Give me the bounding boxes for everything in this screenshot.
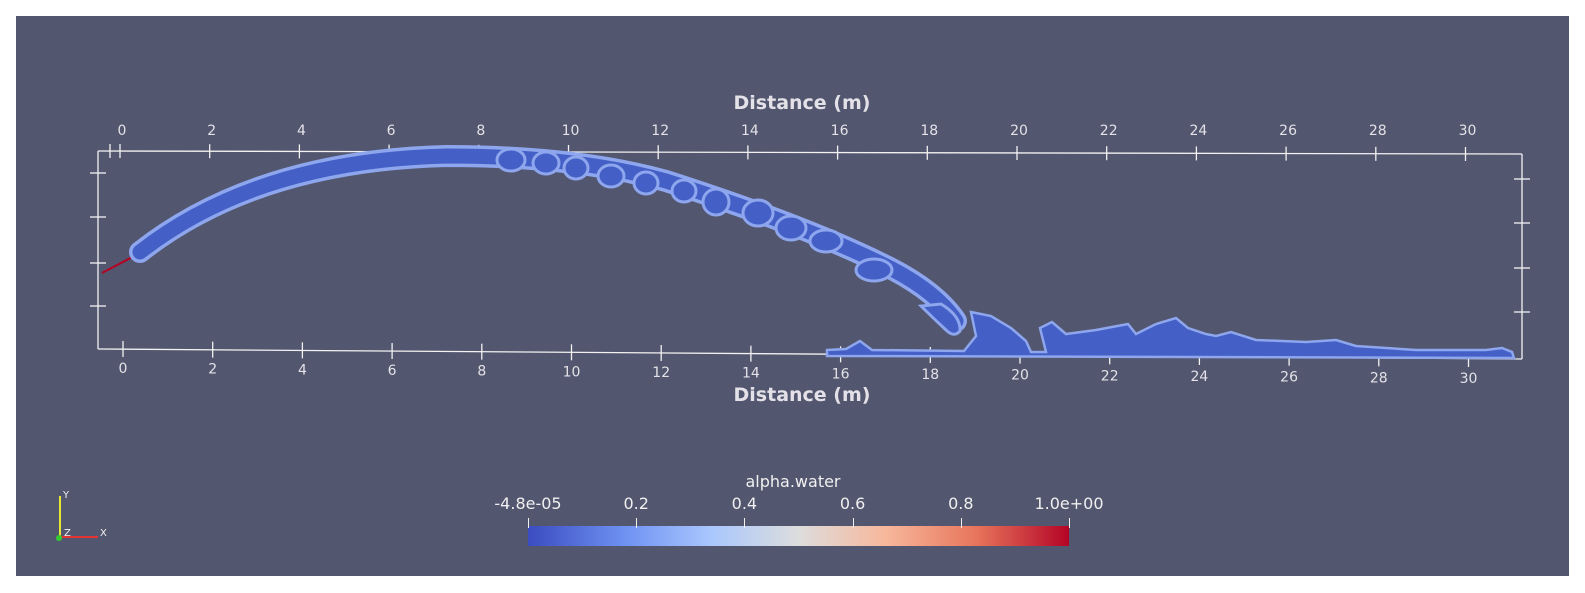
jet-tip	[917, 302, 962, 336]
color-legend-label: -4.8e-05	[494, 494, 562, 513]
bottom-axis-title: Distance (m)	[733, 384, 871, 406]
top-axis-tick-label: 16	[831, 123, 849, 139]
color-legend-label: 0.8	[948, 494, 974, 513]
orientation-axes[interactable]: Y X Z	[50, 486, 120, 546]
bottom-axis-tick-label: 2	[208, 362, 217, 378]
bottom-axis-tick-label: 14	[742, 366, 760, 382]
top-axis-tick-label: 6	[387, 123, 396, 139]
z-axis-dot	[56, 535, 62, 541]
color-legend-tick	[1069, 518, 1070, 528]
bottom-axis-tick-label: 8	[477, 364, 486, 380]
bottom-axis-tick-label: 28	[1370, 370, 1388, 386]
render-viewport[interactable]: 0 2 4 6 8 10 12 14 16 18 20 22 24 26 28 30 0 2 4 6 8 10 12 14 1…	[16, 16, 1569, 576]
color-legend-label: 0.4	[731, 494, 758, 513]
side-ticks	[90, 172, 1530, 313]
bottom-axis-tick-label: 26	[1280, 370, 1298, 386]
splash-region	[825, 310, 1516, 360]
top-axis-tick-label: 14	[741, 123, 759, 139]
bottom-axis-tick-label: 10	[563, 364, 581, 380]
bottom-axis-tick-label: 16	[832, 366, 850, 382]
top-axis-tick-label: 0	[118, 123, 127, 139]
color-legend-label: 1.0e+00	[1034, 494, 1104, 513]
bottom-axis-tick-label: 0	[119, 361, 128, 377]
bottom-axis-tick-label: 22	[1101, 368, 1119, 384]
bottom-axis-tick-label: 4	[298, 362, 307, 378]
y-axis-label: Y	[62, 490, 70, 501]
color-legend-tick	[636, 518, 638, 528]
bottom-axis-tick-label: 18	[921, 367, 939, 383]
color-legend-tick	[852, 518, 854, 528]
color-legend-label: 0.2	[623, 494, 649, 513]
top-axis-tick-label: 18	[920, 123, 938, 139]
top-axis-tick-label: 20	[1010, 123, 1028, 139]
top-axis-title: Distance (m)	[733, 92, 871, 114]
top-axis-tick-label: 24	[1189, 123, 1207, 139]
color-legend-label: 0.6	[839, 494, 866, 513]
bottom-axis-tick-label: 6	[388, 363, 397, 379]
top-axis-tick-label: 30	[1459, 123, 1477, 139]
top-axis-tick-label: 28	[1369, 123, 1387, 139]
color-legend-bar[interactable]	[528, 526, 1069, 546]
bottom-axis-tick-label: 12	[652, 365, 670, 381]
scene-canvas[interactable]: 0 2 4 6 8 10 12 14 16 18 20 22 24 26 28 30 0 2 4 6 8 10 12 14 1…	[16, 16, 1569, 576]
top-axis-tick-label: 2	[207, 123, 216, 139]
bottom-axis-tick-labels: 0 2 4 6 8 10 12 14 16 18 20 22 24 26 28 30	[119, 361, 1478, 387]
jet-blobs	[495, 147, 894, 283]
top-axis-tick-label: 10	[562, 123, 580, 139]
bottom-axis-tick-label: 30	[1460, 371, 1478, 387]
top-axis-tick-label: 8	[476, 123, 485, 139]
color-legend-tick	[744, 518, 746, 528]
water-jet	[101, 144, 1516, 360]
bottom-axis-tick-label: 24	[1190, 369, 1208, 385]
top-axis-tick-label: 12	[651, 123, 669, 139]
bottom-axis-tick-label: 20	[1011, 368, 1029, 384]
top-axis-tick-labels: 0 2 4 6 8 10 12 14 16 18 20 22 24 26 28 30	[118, 123, 1477, 139]
color-legend-title: alpha.water	[745, 472, 841, 491]
color-legend-tick	[960, 518, 962, 528]
x-axis-label: X	[100, 528, 107, 539]
top-axis-tick-label: 4	[297, 123, 306, 139]
top-axis-tick-label: 22	[1100, 123, 1118, 139]
top-axis-tick-label: 26	[1279, 123, 1297, 139]
z-axis-label: Z	[64, 528, 71, 539]
color-legend-tick	[528, 518, 529, 528]
